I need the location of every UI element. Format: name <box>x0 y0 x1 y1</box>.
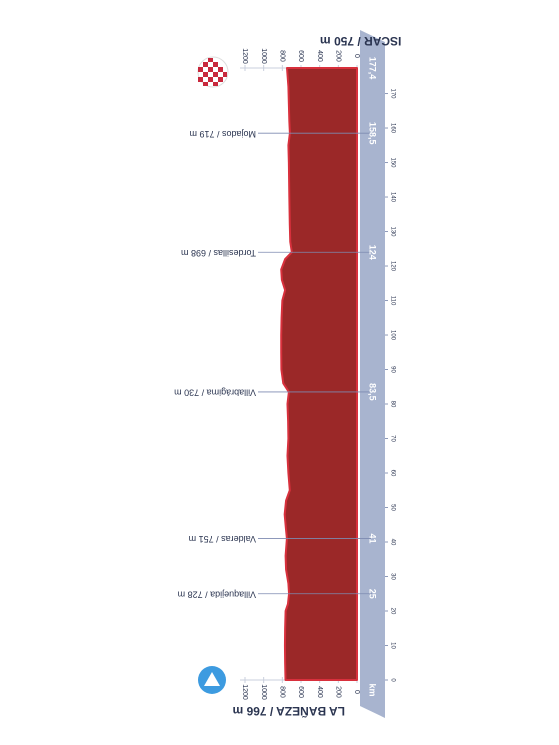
start-label: LA BAÑEZA / 766 m <box>233 704 345 719</box>
y-tick-label: 600 <box>297 686 304 698</box>
profile-area <box>280 67 358 681</box>
waypoint-label: Mojados / 719 m <box>189 129 256 139</box>
x-tick-label: 150 <box>389 158 395 169</box>
waypoint-km: 158,5 <box>368 122 378 145</box>
x-tick-label: 90 <box>389 366 395 373</box>
y-tick-label: 800 <box>278 686 285 698</box>
y-tick-label: 400 <box>316 50 323 62</box>
finish-label: ISCAR / 750 m <box>320 34 401 48</box>
y-tick-label: 0 <box>353 54 360 58</box>
x-tick-label: 0 <box>389 678 395 682</box>
x-tick-label: 80 <box>389 401 395 408</box>
x-tick-label: 40 <box>389 539 395 546</box>
y-tick-label: 400 <box>316 686 323 698</box>
x-tick-label: 60 <box>389 470 395 477</box>
x-tick-label: 160 <box>389 123 395 134</box>
x-tick-label: 170 <box>389 89 395 100</box>
waypoint-label: Villaquejida / 728 m <box>178 589 256 599</box>
waypoint-label: Tordesillas / 698 m <box>181 248 256 258</box>
y-tick-label: 200 <box>334 50 341 62</box>
y-tick-label: 0 <box>353 690 360 694</box>
start-icon <box>198 666 226 694</box>
waypoint-km: 177,4 <box>368 57 378 80</box>
y-tick-label: 600 <box>297 50 304 62</box>
x-tick-label: 110 <box>389 296 395 306</box>
km-strip <box>360 30 385 718</box>
y-tick-label: 1200 <box>241 48 248 64</box>
x-tick-label: 30 <box>389 573 395 580</box>
finish-icon <box>197 56 229 88</box>
waypoint-km: 83,5 <box>368 383 378 401</box>
x-tick-label: 10 <box>389 642 395 649</box>
y-tick-label: 1000 <box>260 48 267 64</box>
y-tick-label: 1200 <box>241 684 248 700</box>
y-tick-label: 1000 <box>260 684 267 700</box>
waypoint-km: 41 <box>368 534 378 544</box>
x-tick-label: 140 <box>389 192 395 203</box>
x-tick-label: 120 <box>389 261 395 272</box>
y-tick-label: 800 <box>278 50 285 62</box>
x-axis-label: km <box>368 683 378 696</box>
x-tick-label: 130 <box>389 227 395 238</box>
x-tick-label: 70 <box>389 435 395 442</box>
waypoint-label: Villabrágima / 730 m <box>174 388 256 398</box>
x-tick-label: 50 <box>389 504 395 511</box>
y-tick-label: 200 <box>334 686 341 698</box>
waypoint-label: Valderas / 751 m <box>189 534 256 544</box>
x-tick-label: 100 <box>389 330 395 341</box>
x-tick-label: 20 <box>389 608 395 615</box>
waypoint-km: 25 <box>368 589 378 599</box>
waypoint-km: 124 <box>368 245 378 260</box>
